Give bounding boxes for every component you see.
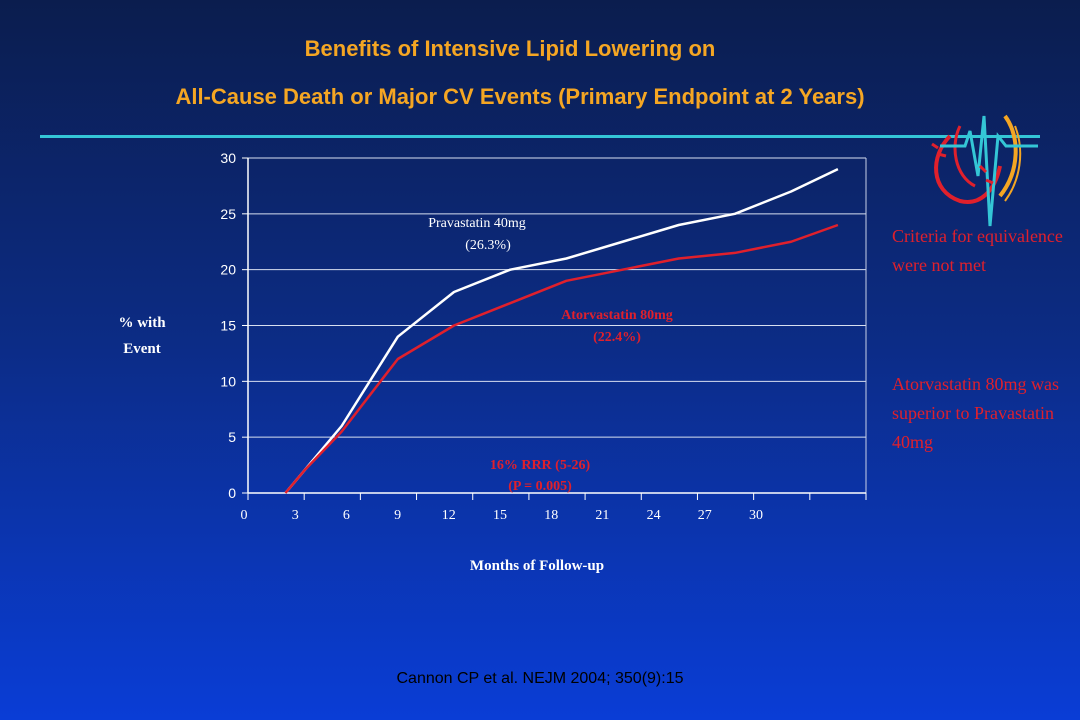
citation: Cannon CP et al. NEJM 2004; 350(9):15	[396, 670, 684, 687]
y-tick-label: 15	[220, 318, 236, 334]
atorvastatin-series-label: Atorvastatin 80mg	[561, 308, 673, 323]
labels-layer: Pravastatin 40mg (26.3%) Atorvastatin 80mg…	[118, 216, 672, 574]
x-tick-label: 21	[595, 508, 609, 523]
atorvastatin-series-line	[284, 223, 839, 494]
atorvastatin-series-label: (22.4%)	[593, 330, 641, 345]
rrr-annotation: (P = 0.005)	[508, 479, 572, 494]
x-tick-label: 24	[647, 508, 661, 523]
superiority-note: Atorvastatin 80mg was superior to Pravas…	[892, 374, 1059, 452]
y-tick-label: 0	[228, 485, 236, 501]
x-tick-label: 15	[493, 508, 507, 523]
y-tick-label: 20	[220, 262, 236, 278]
y-tick-label: 5	[228, 429, 236, 445]
x-axis-label: Months of Follow-up	[470, 558, 604, 574]
title-divider	[40, 135, 1040, 138]
x-tick-label: 27	[698, 508, 712, 523]
x-tick-label: 12	[442, 508, 456, 523]
x-tick-label: 3	[292, 508, 299, 523]
series-layer	[284, 168, 839, 494]
pravastatin-series-label: Pravastatin 40mg	[428, 216, 526, 231]
pravastatin-series-line	[284, 168, 839, 494]
heart-ecg-logo-icon	[931, 114, 1038, 227]
y-axis-label: % with	[118, 315, 166, 331]
slide-title-line-1: Benefits of Intensive Lipid Lowering on	[304, 36, 716, 61]
y-axis-label: Event	[123, 341, 161, 357]
grid-layer	[248, 157, 866, 494]
x-tick-label: 6	[343, 508, 350, 523]
y-tick-label: 25	[220, 206, 236, 222]
y-tick-label: 10	[220, 373, 236, 389]
equivalence-note: Criteria for equivalence were not met	[892, 226, 1063, 275]
slide-title-line-2: All-Cause Death or Major CV Events (Prim…	[175, 84, 865, 109]
x-tick-label: 0	[241, 508, 248, 523]
x-tick-label: 18	[544, 508, 558, 523]
pravastatin-series-label: (26.3%)	[465, 238, 511, 253]
x-tick-label: 30	[749, 508, 763, 523]
rrr-annotation: 16% RRR (5-26)	[490, 458, 591, 473]
x-tick-label: 9	[394, 508, 401, 523]
axes-layer: 0 5 10 15 20 25 30 0 3 6 9 12 15 18 21 24 27 30	[220, 150, 867, 523]
y-tick-label: 30	[220, 150, 236, 166]
